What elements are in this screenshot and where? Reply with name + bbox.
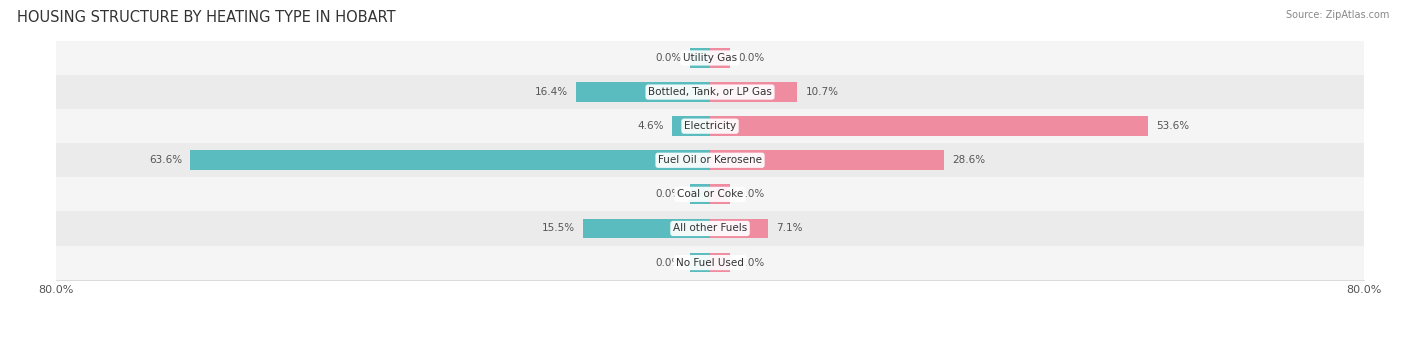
Text: 0.0%: 0.0%: [655, 257, 682, 268]
Bar: [710, 253, 731, 272]
Text: Utility Gas: Utility Gas: [683, 53, 737, 63]
Text: 15.5%: 15.5%: [543, 223, 575, 234]
Text: 16.4%: 16.4%: [534, 87, 568, 97]
Text: Bottled, Tank, or LP Gas: Bottled, Tank, or LP Gas: [648, 87, 772, 97]
Bar: [710, 48, 731, 68]
Text: 4.6%: 4.6%: [638, 121, 664, 131]
Bar: [689, 253, 710, 272]
Bar: [689, 48, 710, 68]
Bar: [710, 219, 768, 238]
Bar: [56, 41, 1364, 75]
Text: Fuel Oil or Kerosene: Fuel Oil or Kerosene: [658, 155, 762, 165]
Text: 0.0%: 0.0%: [738, 189, 765, 199]
Bar: [56, 75, 1364, 109]
Text: Source: ZipAtlas.com: Source: ZipAtlas.com: [1285, 10, 1389, 20]
Bar: [56, 211, 1364, 246]
Text: 10.7%: 10.7%: [806, 87, 838, 97]
Bar: [710, 116, 1149, 136]
Text: 0.0%: 0.0%: [655, 53, 682, 63]
Bar: [710, 150, 943, 170]
Bar: [583, 219, 710, 238]
Bar: [56, 143, 1364, 177]
Bar: [689, 184, 710, 204]
Bar: [56, 177, 1364, 211]
Bar: [672, 116, 710, 136]
Bar: [710, 82, 797, 102]
Text: 28.6%: 28.6%: [952, 155, 986, 165]
Bar: [56, 246, 1364, 280]
Text: 63.6%: 63.6%: [149, 155, 183, 165]
Text: HOUSING STRUCTURE BY HEATING TYPE IN HOBART: HOUSING STRUCTURE BY HEATING TYPE IN HOB…: [17, 10, 395, 25]
Text: 7.1%: 7.1%: [776, 223, 803, 234]
Bar: [576, 82, 710, 102]
Text: 0.0%: 0.0%: [738, 53, 765, 63]
Bar: [56, 109, 1364, 143]
Text: 0.0%: 0.0%: [655, 189, 682, 199]
Text: All other Fuels: All other Fuels: [673, 223, 747, 234]
Bar: [710, 184, 731, 204]
Text: 0.0%: 0.0%: [738, 257, 765, 268]
Text: 53.6%: 53.6%: [1156, 121, 1189, 131]
Text: Coal or Coke: Coal or Coke: [676, 189, 744, 199]
Bar: [190, 150, 710, 170]
Text: No Fuel Used: No Fuel Used: [676, 257, 744, 268]
Text: Electricity: Electricity: [683, 121, 737, 131]
